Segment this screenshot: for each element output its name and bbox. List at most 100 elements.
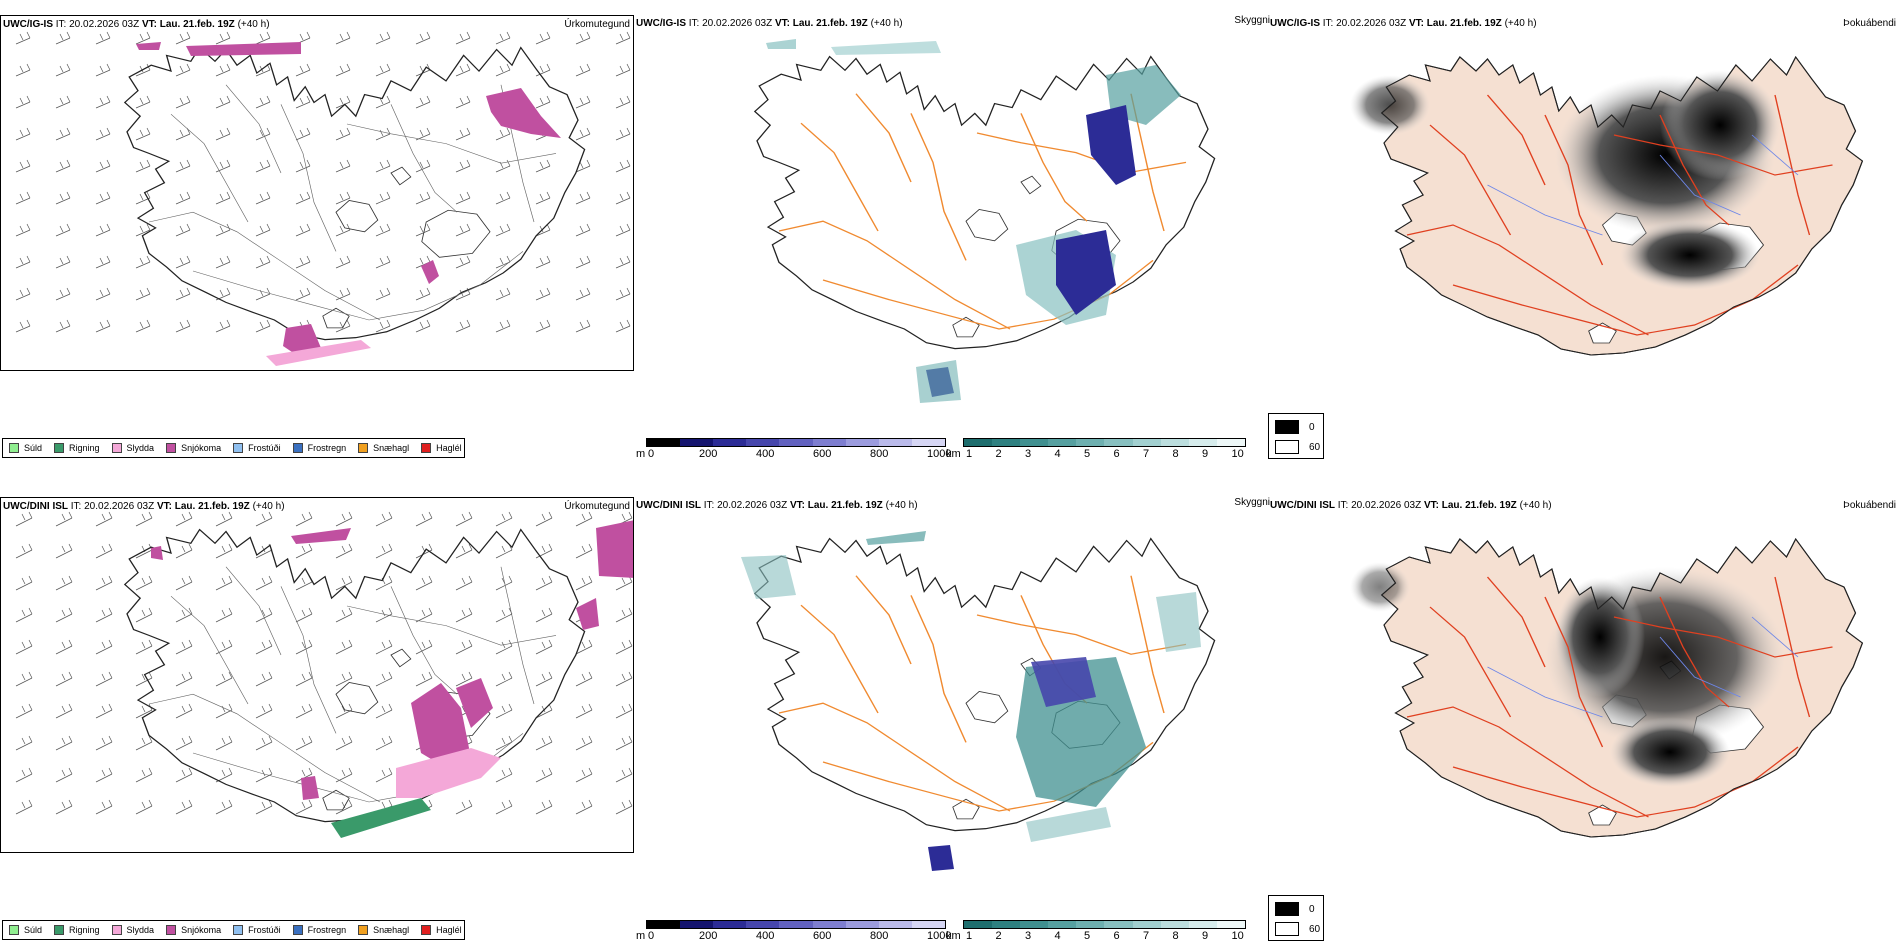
right-product-name: Þokuábendi [1843,18,1896,29]
legend-item: Slydda [111,925,155,935]
legend-swatch [9,443,19,453]
snow-area [186,42,301,56]
valid-time: Lau. 21.feb. 19Z [1441,500,1517,511]
model-name: UWC/DINI ISL [3,501,68,512]
snow-area [301,776,319,800]
ceiling-tick: 1000 [927,448,952,460]
legend-label: Snjókoma [181,925,222,935]
mid-panel-title: UWC/IG-IS IT: 20.02.2026 03Z VT: Lau. 21… [636,18,903,30]
ceiling-tick: 600 [813,448,832,460]
snow-area [151,546,163,560]
visibility-tick: 3 [1025,930,1032,942]
legend-swatch [54,443,65,453]
legend-label: Slydda [126,925,155,935]
visibility-tick: 6 [1113,930,1120,942]
legend-swatch [421,925,432,935]
lead-time: (+40 h) [1504,18,1537,29]
legend-swatch [9,925,19,935]
snow-area [456,678,493,728]
visibility-tick: 10 [1231,930,1244,942]
snow-area [576,598,599,630]
right-panel-title: UWC/IG-IS IT: 20.02.2026 03Z VT: Lau. 21… [1270,18,1537,30]
visibility-map-panel: 8778671391387611100127 UWC/IG-IS IT: 20.0… [636,15,1270,435]
visibility-tick: 9 [1202,930,1209,942]
visibility-tick: 1 [966,930,973,942]
visibility-colorbar: km 1 2 3 4 5 6 7 8 9 10 [946,438,1246,462]
fog-legend-item: 0 [1275,902,1315,916]
precip-type-map-panel: UWC/DINI ISL IT: 20.02.2026 03Z VT: Lau.… [0,497,634,853]
legend-label: Slydda [126,443,155,453]
legend-item: Frostregn [292,443,347,453]
legend-swatch [166,925,177,935]
visibility-tick: 4 [1054,930,1061,942]
right-product-name: Þokuábendi [1843,500,1896,511]
ceiling-tick: 0 [648,930,655,942]
legend-label: Frostregn [307,443,347,453]
legend-label: Súld [24,443,43,453]
legend-item: Frostúði [233,443,281,453]
ceiling-tick: 400 [756,448,775,460]
visibility-tick: 5 [1084,448,1091,460]
rain-area [331,798,431,838]
legend-label: Súld [24,925,43,935]
ceiling-tick: 400 [756,930,775,942]
valid-time: Lau. 21.feb. 19Z [159,19,235,30]
legend-label: Haglél [436,925,462,935]
legend-item: Frostregn [292,925,346,935]
fog-legend-swatch [1275,922,1299,936]
visibility-tick: 5 [1084,930,1091,942]
fog-index-legend: 0 60 [1268,413,1324,459]
snow-area [291,528,351,544]
ceiling-unit: m [636,930,646,942]
legend-swatch [358,925,369,935]
legend-label: Rigning [69,443,100,453]
fog-index-map [1350,55,1864,356]
visibility-tick: 2 [995,930,1002,942]
sleet-area [396,748,501,798]
legend-label: Haglél [436,443,462,453]
valid-time: Lau. 21.feb. 19Z [1426,18,1502,29]
ceiling-tick: 0 [648,448,655,460]
visibility-tick: 4 [1054,448,1061,460]
fog-index-map-panel: UWC/DINI ISL IT: 20.02.2026 03Z VT: Lau.… [1270,497,1900,892]
precip-type-map [15,511,633,838]
ceiling-tick: 800 [870,448,889,460]
ceiling-colorbar: m 0 200 400 600 800 1000 [636,438,951,462]
visibility-unit: km [946,448,961,460]
legend-item: Haglél [421,925,462,935]
visibility-tick: 7 [1143,930,1150,942]
init-time: IT: 20.02.2026 03Z [688,18,773,29]
legend-item: Snjókoma [166,443,221,453]
visibility-tick: 8 [1172,448,1179,460]
legend-label: Snæhagl [373,925,410,935]
legend-swatch [166,443,177,453]
fog-index-map [1350,537,1864,838]
fog-legend-label: 60 [1309,441,1321,453]
ceiling-colorbar-strip [646,438,946,447]
legend-item: Snæhagl [358,925,409,935]
legend-item: Rigning [54,925,100,935]
ceiling-tick: 200 [699,930,718,942]
fog-legend-swatch [1275,420,1299,434]
left-product-name: Úrkomutegund [564,501,630,512]
init-time: IT: 20.02.2026 03Z [55,19,140,30]
valid-time-label: VT: [1408,18,1424,29]
visibility-tick: 9 [1202,448,1209,460]
legend-swatch [292,443,303,453]
lead-time: (+40 h) [237,19,270,30]
sleet-area [266,340,371,366]
ceiling-tick: 800 [870,930,889,942]
fog-legend-swatch [1275,902,1299,916]
lead-time: (+40 h) [252,501,285,512]
legend-swatch [358,443,369,453]
valid-time-label: VT: [156,501,172,512]
fog-legend-label: 0 [1309,421,1315,433]
legend-swatch [54,925,65,935]
fog-legend-label: 60 [1309,923,1321,935]
valid-time: Lau. 21.feb. 19Z [792,18,868,29]
init-time: IT: 20.02.2026 03Z [70,501,155,512]
fog-legend-label: 0 [1309,903,1315,915]
visibility-tick: 6 [1113,448,1120,460]
visibility-tick: 7 [1143,448,1150,460]
fog-index-map-panel: UWC/IG-IS IT: 20.02.2026 03Z VT: Lau. 21… [1270,15,1900,410]
